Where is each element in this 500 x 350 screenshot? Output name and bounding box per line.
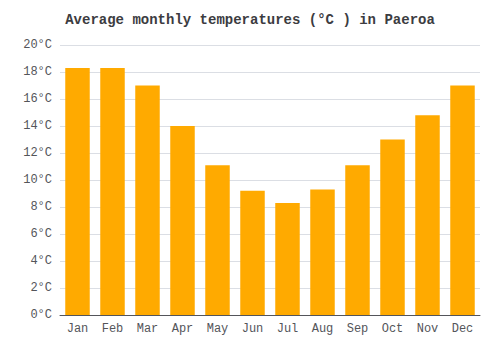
svg-text:12°C: 12°C [23, 146, 52, 160]
svg-text:6°C: 6°C [30, 227, 52, 241]
svg-text:Aug: Aug [312, 322, 334, 336]
svg-text:Dec: Dec [452, 322, 474, 336]
svg-text:10°C: 10°C [23, 173, 52, 187]
svg-text:Jun: Jun [242, 322, 264, 336]
svg-text:2°C: 2°C [30, 281, 52, 295]
svg-text:Jul: Jul [277, 322, 299, 336]
svg-text:May: May [207, 322, 229, 336]
svg-text:16°C: 16°C [23, 92, 52, 106]
svg-text:Sep: Sep [347, 322, 369, 336]
svg-text:18°C: 18°C [23, 65, 52, 79]
svg-text:Jan: Jan [67, 322, 89, 336]
svg-text:Nov: Nov [417, 322, 439, 336]
svg-text:Mar: Mar [137, 322, 159, 336]
svg-text:20°C: 20°C [23, 38, 52, 52]
svg-text:Oct: Oct [382, 322, 404, 336]
svg-text:Feb: Feb [102, 322, 124, 336]
svg-text:Average monthly temperatures (: Average monthly temperatures (°C ) in Pa… [65, 12, 435, 28]
svg-text:14°C: 14°C [23, 119, 52, 133]
svg-text:Apr: Apr [172, 322, 194, 336]
svg-text:0°C: 0°C [30, 308, 52, 322]
svg-text:4°C: 4°C [30, 254, 52, 268]
svg-text:8°C: 8°C [30, 200, 52, 214]
